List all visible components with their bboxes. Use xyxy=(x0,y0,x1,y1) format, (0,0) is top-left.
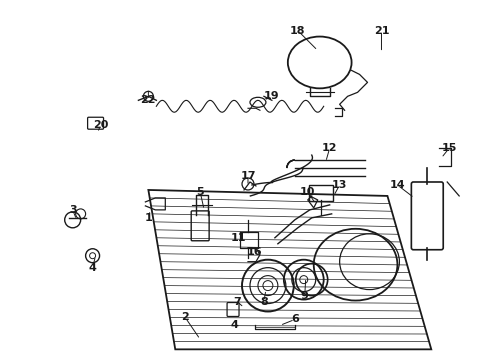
Text: 5: 5 xyxy=(196,187,204,197)
Text: 2: 2 xyxy=(181,312,189,323)
Text: 18: 18 xyxy=(290,26,306,36)
Text: 15: 15 xyxy=(441,143,457,153)
Text: 22: 22 xyxy=(141,95,156,105)
Text: 21: 21 xyxy=(374,26,389,36)
Text: 10: 10 xyxy=(300,187,316,197)
Text: 19: 19 xyxy=(264,91,280,101)
Text: 16: 16 xyxy=(247,247,263,257)
Text: 11: 11 xyxy=(230,233,246,243)
Text: 7: 7 xyxy=(233,297,241,306)
Text: 6: 6 xyxy=(291,314,299,324)
Text: 20: 20 xyxy=(93,120,108,130)
Text: 3: 3 xyxy=(69,205,76,215)
Text: 9: 9 xyxy=(301,291,309,301)
Text: 14: 14 xyxy=(390,180,405,190)
Text: 12: 12 xyxy=(322,143,338,153)
Text: 1: 1 xyxy=(145,213,152,223)
Text: 4: 4 xyxy=(89,263,97,273)
Text: 17: 17 xyxy=(240,171,256,181)
Text: 8: 8 xyxy=(260,297,268,306)
Text: 13: 13 xyxy=(332,180,347,190)
Text: 4: 4 xyxy=(230,320,238,330)
